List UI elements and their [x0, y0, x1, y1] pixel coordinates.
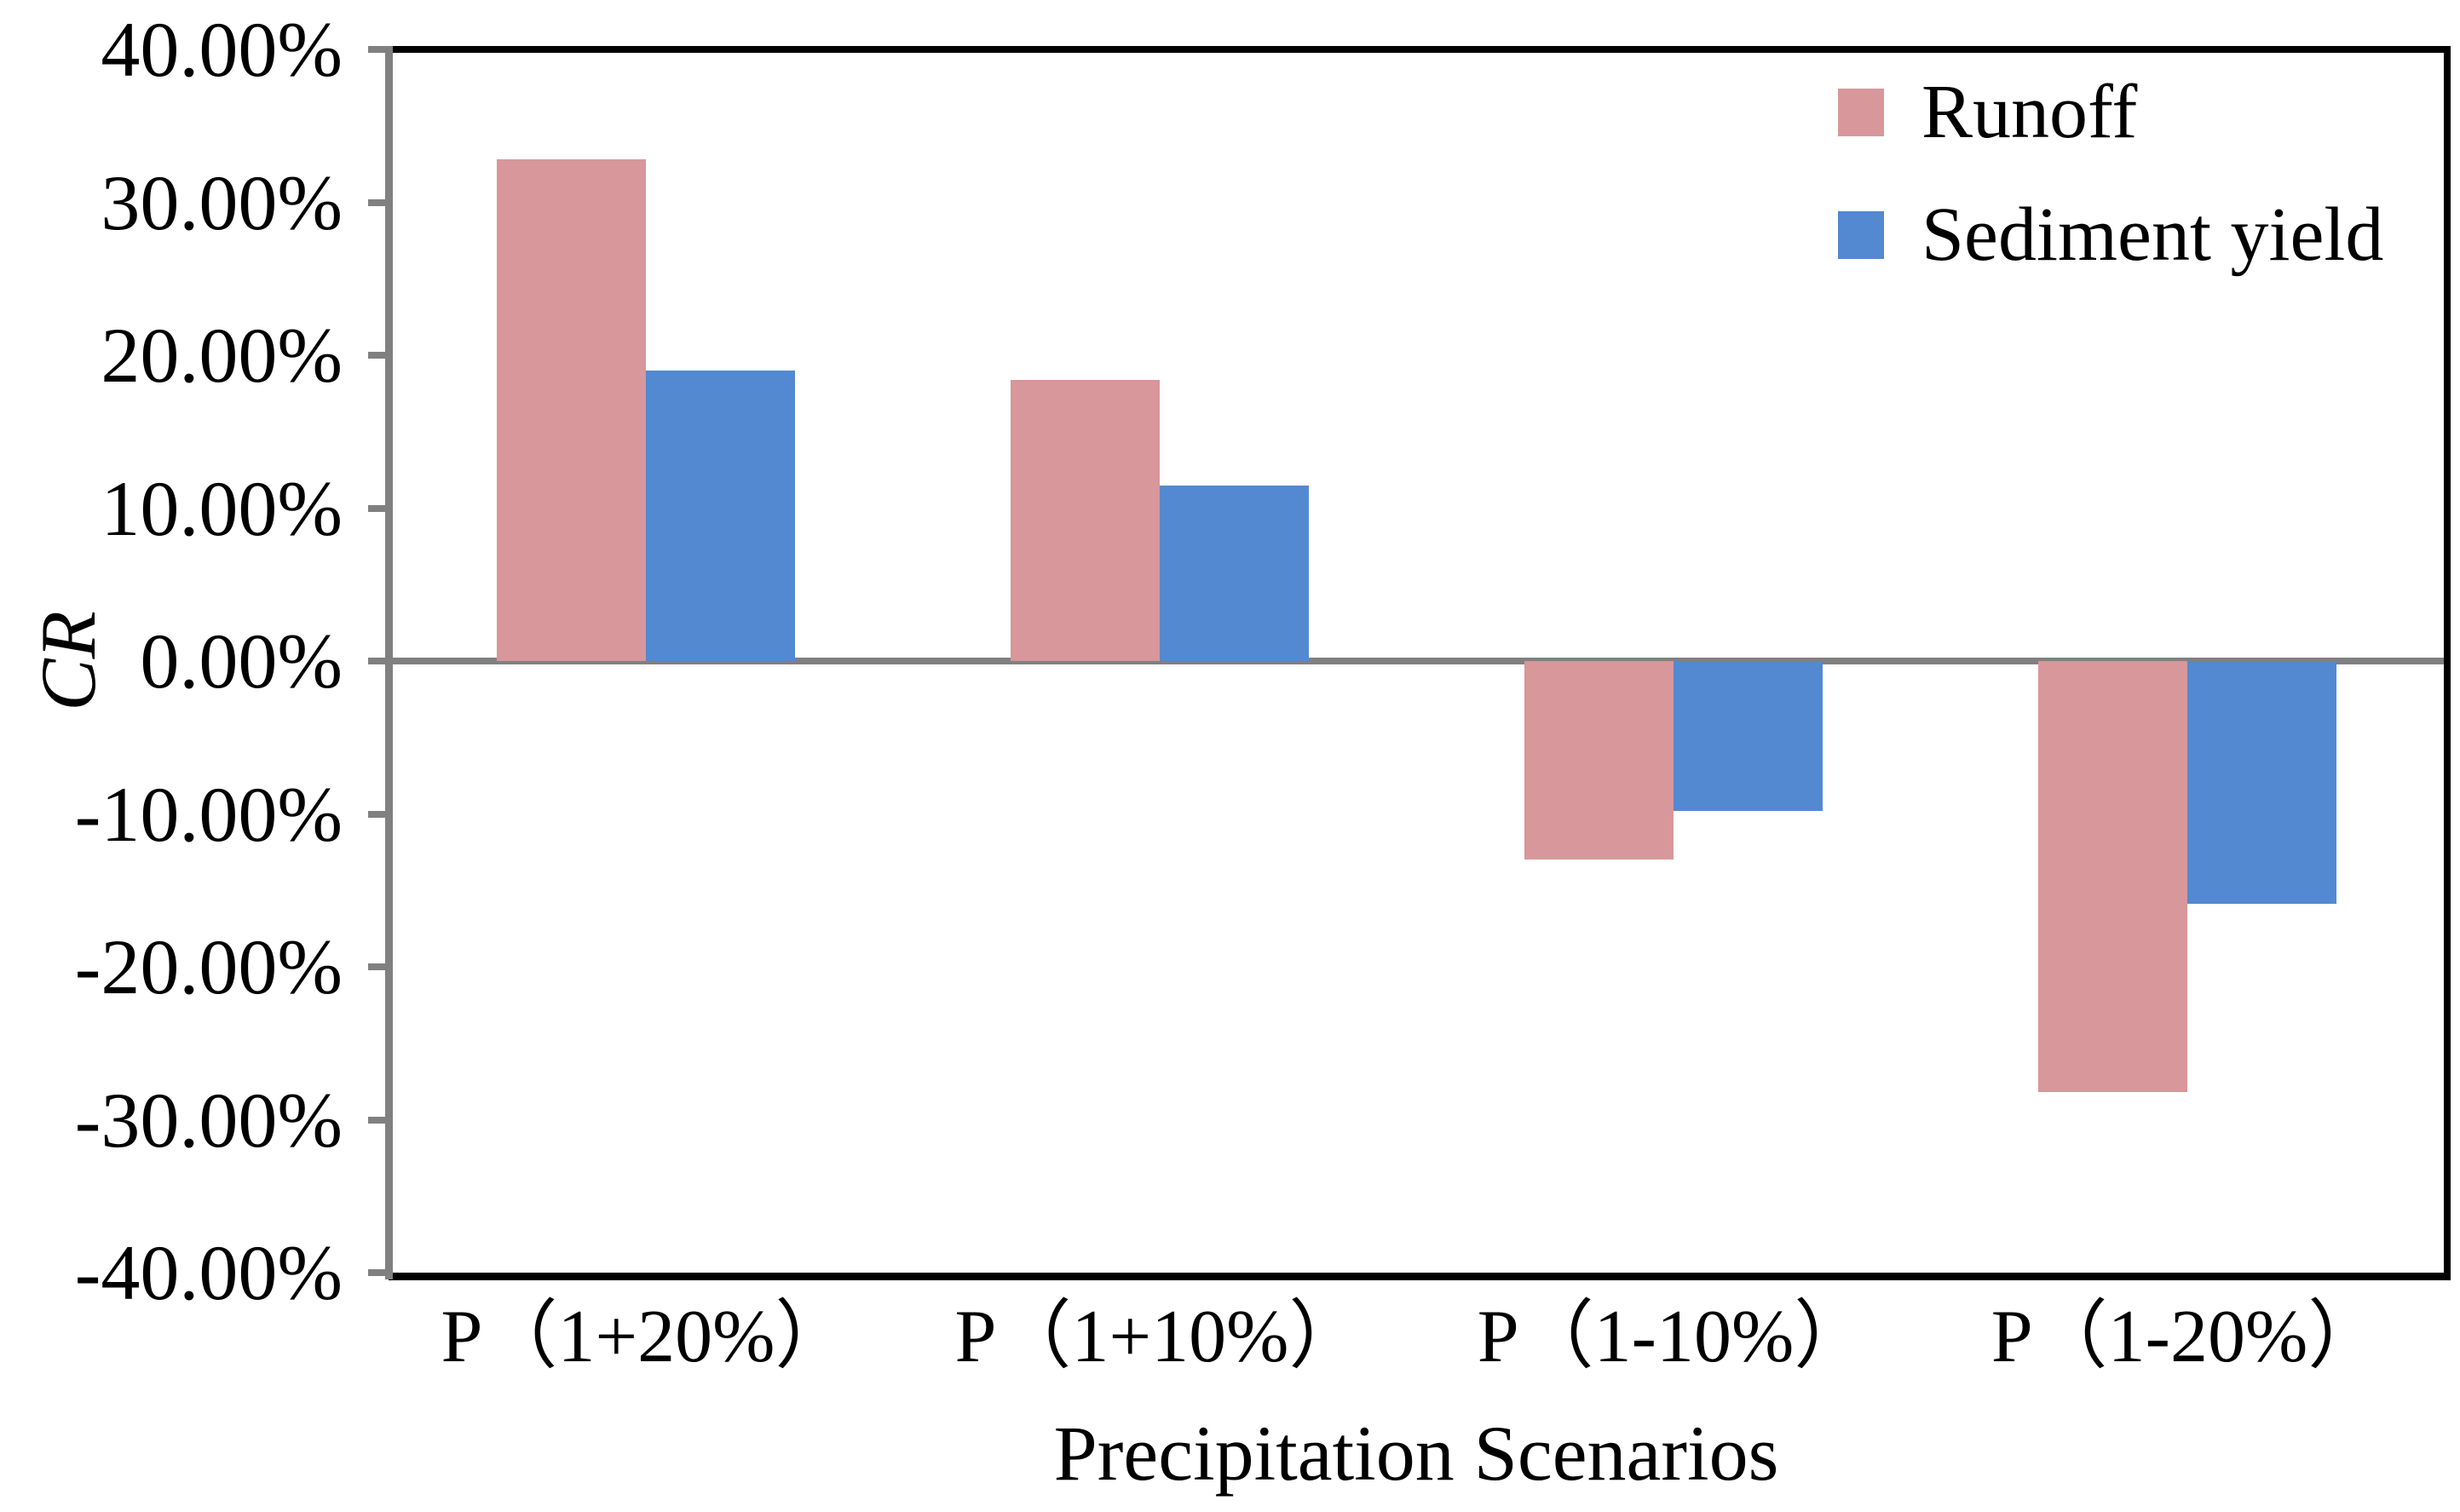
- legend-label-runoff: Runoff: [1921, 70, 2138, 154]
- bar-runoff-3: [1524, 661, 1674, 860]
- y-tick-mark: [368, 963, 385, 970]
- x-axis-line: [389, 1273, 2451, 1280]
- legend-item-sediment-yield: Sediment yield: [1838, 193, 2384, 277]
- x-category-label-4: P（1-20%）: [1990, 1296, 2383, 1378]
- legend-swatch-runoff: [1838, 89, 1884, 136]
- bar-sediment-yield-2: [1159, 485, 1309, 661]
- legend: Runoff Sediment yield: [1838, 70, 2384, 327]
- y-axis-title: CR: [25, 611, 112, 711]
- x-category-label-1: P（1+20%）: [441, 1296, 850, 1378]
- bar-sediment-yield-4: [2186, 661, 2336, 905]
- plot-right-border: [2444, 46, 2451, 1279]
- zero-gridline: [389, 658, 2444, 664]
- bar-runoff-4: [2037, 661, 2187, 1093]
- x-axis-title: Precipitation Scenarios: [1053, 1410, 1779, 1497]
- y-tick-mark: [368, 352, 385, 359]
- y-tick-mark: [368, 1269, 385, 1276]
- plot-top-border: [370, 46, 2451, 53]
- y-tick-mark: [368, 810, 385, 818]
- y-tick-mark: [368, 198, 385, 206]
- legend-swatch-sediment-yield: [1838, 211, 1884, 259]
- bar-sediment-yield-3: [1673, 661, 1823, 811]
- y-tick-label-2000: 20.00%: [101, 312, 343, 399]
- y-tick-label-3000: 30.00%: [101, 158, 343, 246]
- y-tick-label--2000: -20.00%: [74, 923, 343, 1010]
- y-tick-label-4000: 40.00%: [101, 6, 343, 93]
- y-tick-label--1000: -10.00%: [74, 770, 343, 858]
- y-tick-label--4000: -40.00%: [74, 1229, 343, 1316]
- y-tick-label--3000: -30.00%: [74, 1076, 343, 1164]
- y-tick-mark: [368, 1116, 385, 1124]
- bar-sediment-yield-1: [645, 370, 795, 661]
- legend-item-runoff: Runoff: [1838, 70, 2383, 154]
- plot-area: [389, 49, 2444, 1273]
- x-category-label-2: P（1+10%）: [954, 1296, 1364, 1378]
- y-tick-mark: [368, 658, 385, 664]
- x-category-label-3: P（1-10%）: [1477, 1296, 1869, 1378]
- y-tick-mark: [368, 504, 385, 512]
- bar-runoff-2: [1010, 379, 1160, 661]
- legend-label-sediment-yield: Sediment yield: [1921, 193, 2384, 277]
- y-tick-label-1000: 10.00%: [101, 464, 343, 552]
- bar-runoff-1: [496, 159, 646, 661]
- y-tick-label-000: 0.00%: [140, 618, 343, 704]
- y-tick-mark: [368, 46, 385, 53]
